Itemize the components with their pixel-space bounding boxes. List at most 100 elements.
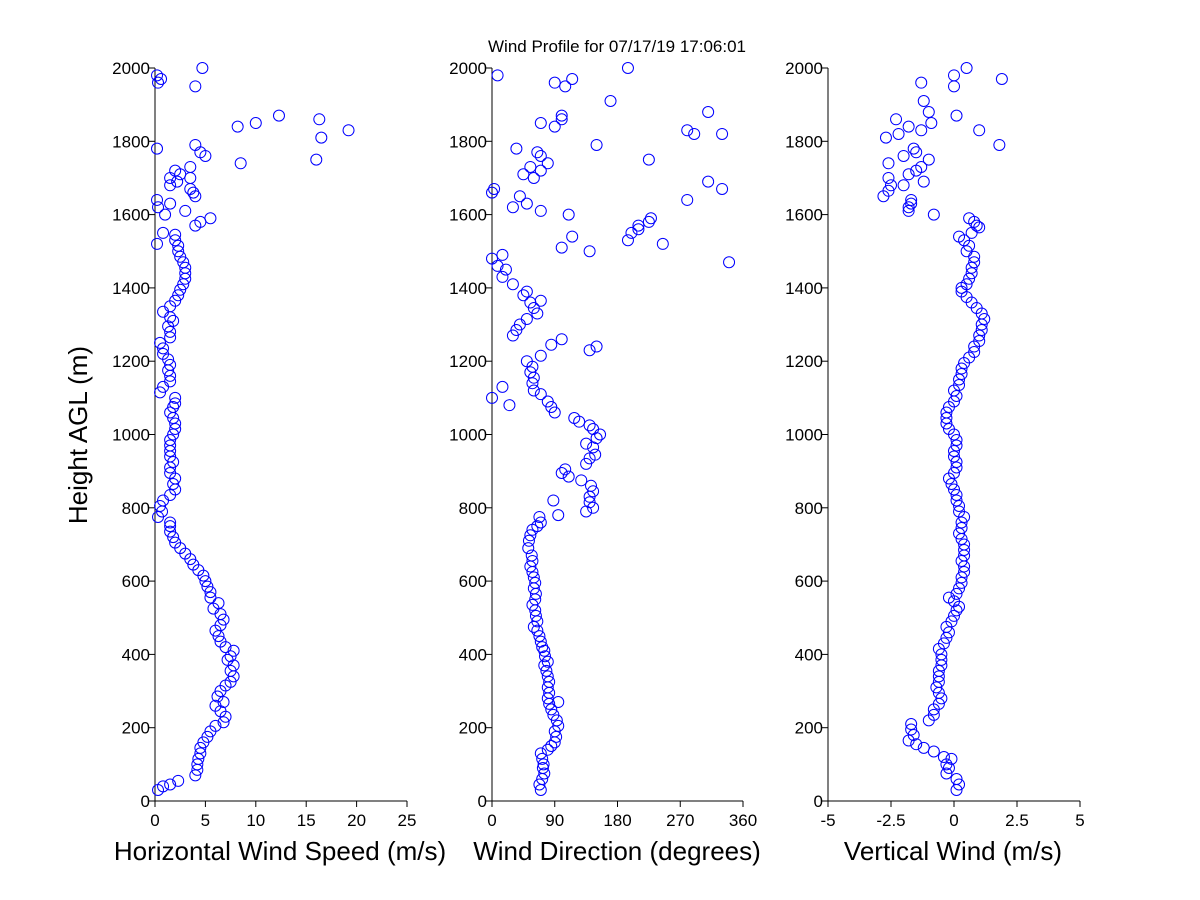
data-point [164, 358, 177, 371]
data-point [575, 474, 588, 487]
y-tick-label: 1000 [449, 426, 487, 445]
data-point [995, 72, 1008, 85]
data-point [573, 415, 586, 428]
data-point [948, 450, 960, 463]
data-point [927, 745, 940, 758]
data-point [204, 586, 217, 599]
data-point [217, 613, 230, 626]
data-point [151, 142, 164, 155]
y-axis-title: Height AGL (m) [63, 346, 93, 524]
y-tick-label: 1600 [112, 206, 150, 225]
data-point [172, 245, 185, 258]
data-point [171, 175, 184, 188]
data-point [189, 138, 202, 151]
data-point [890, 113, 903, 126]
data-point [545, 703, 558, 716]
data-point [541, 655, 554, 668]
data-point [948, 444, 960, 457]
data-point [907, 729, 920, 742]
data-point [885, 179, 897, 192]
data-point [157, 226, 170, 239]
data-point [566, 230, 579, 243]
data-point [154, 336, 167, 349]
data-point [566, 72, 579, 85]
data-point [179, 261, 192, 274]
data-point [196, 62, 209, 74]
data-point [164, 171, 177, 184]
y-tick-label: 1800 [785, 132, 823, 151]
data-point [496, 270, 509, 283]
data-point [559, 463, 572, 476]
data-point [953, 373, 966, 386]
data-point [681, 124, 694, 137]
data-point [897, 149, 910, 162]
y-tick-label: 1800 [449, 132, 487, 151]
y-tick-label: 1200 [449, 352, 487, 371]
data-point [960, 245, 973, 258]
data-point [953, 527, 966, 540]
data-point [681, 193, 694, 206]
data-point [568, 412, 581, 425]
data-point [940, 412, 953, 425]
data-point [945, 615, 958, 628]
data-point [212, 597, 225, 610]
data-point [955, 576, 968, 589]
data-point [503, 399, 516, 412]
x-tick-label: 270 [666, 811, 694, 830]
data-point [538, 659, 551, 672]
data-point [905, 193, 918, 206]
y-tick-label: 600 [459, 572, 487, 591]
data-point [978, 313, 991, 326]
data-point [948, 609, 960, 622]
data-point [157, 780, 170, 793]
data-point [527, 171, 540, 184]
y-tick-label: 1800 [112, 132, 150, 151]
data-point [191, 758, 204, 771]
data-point [917, 175, 930, 188]
data-point [688, 127, 701, 140]
data-point [526, 598, 539, 611]
data-point [164, 433, 177, 446]
data-point [948, 80, 960, 93]
data-point [547, 708, 560, 721]
data-point [953, 499, 966, 512]
data-point [583, 496, 596, 509]
data-point [917, 741, 930, 754]
data-point [541, 157, 554, 170]
data-point [534, 388, 547, 401]
data-point [187, 558, 200, 571]
data-point [552, 719, 565, 732]
data-point [905, 197, 918, 210]
y-tick-label: 200 [459, 719, 487, 738]
data-point [543, 675, 556, 688]
data-point [537, 758, 550, 771]
data-point [950, 439, 963, 452]
data-point [587, 485, 600, 498]
data-point [184, 171, 197, 184]
data-point [902, 168, 915, 181]
data-point [520, 355, 533, 368]
data-point [184, 182, 197, 195]
data-point [950, 109, 963, 122]
data-point [915, 160, 928, 173]
data-point [975, 324, 988, 337]
data-point [541, 743, 554, 756]
x-tick-label: 0 [949, 811, 958, 830]
data-point [152, 201, 165, 214]
data-point [950, 433, 963, 446]
data-point [164, 197, 177, 210]
data-point [621, 234, 634, 247]
data-point [963, 272, 976, 285]
data-point [151, 193, 164, 206]
data-point [172, 774, 185, 787]
data-point [524, 160, 537, 173]
data-point [513, 190, 526, 203]
data-point [555, 241, 568, 254]
y-tick-label: 400 [459, 645, 487, 664]
data-point [201, 730, 214, 743]
data-point [315, 131, 328, 144]
data-point [157, 347, 170, 360]
data-point [531, 146, 544, 159]
data-point [589, 448, 602, 461]
data-point [902, 120, 915, 133]
